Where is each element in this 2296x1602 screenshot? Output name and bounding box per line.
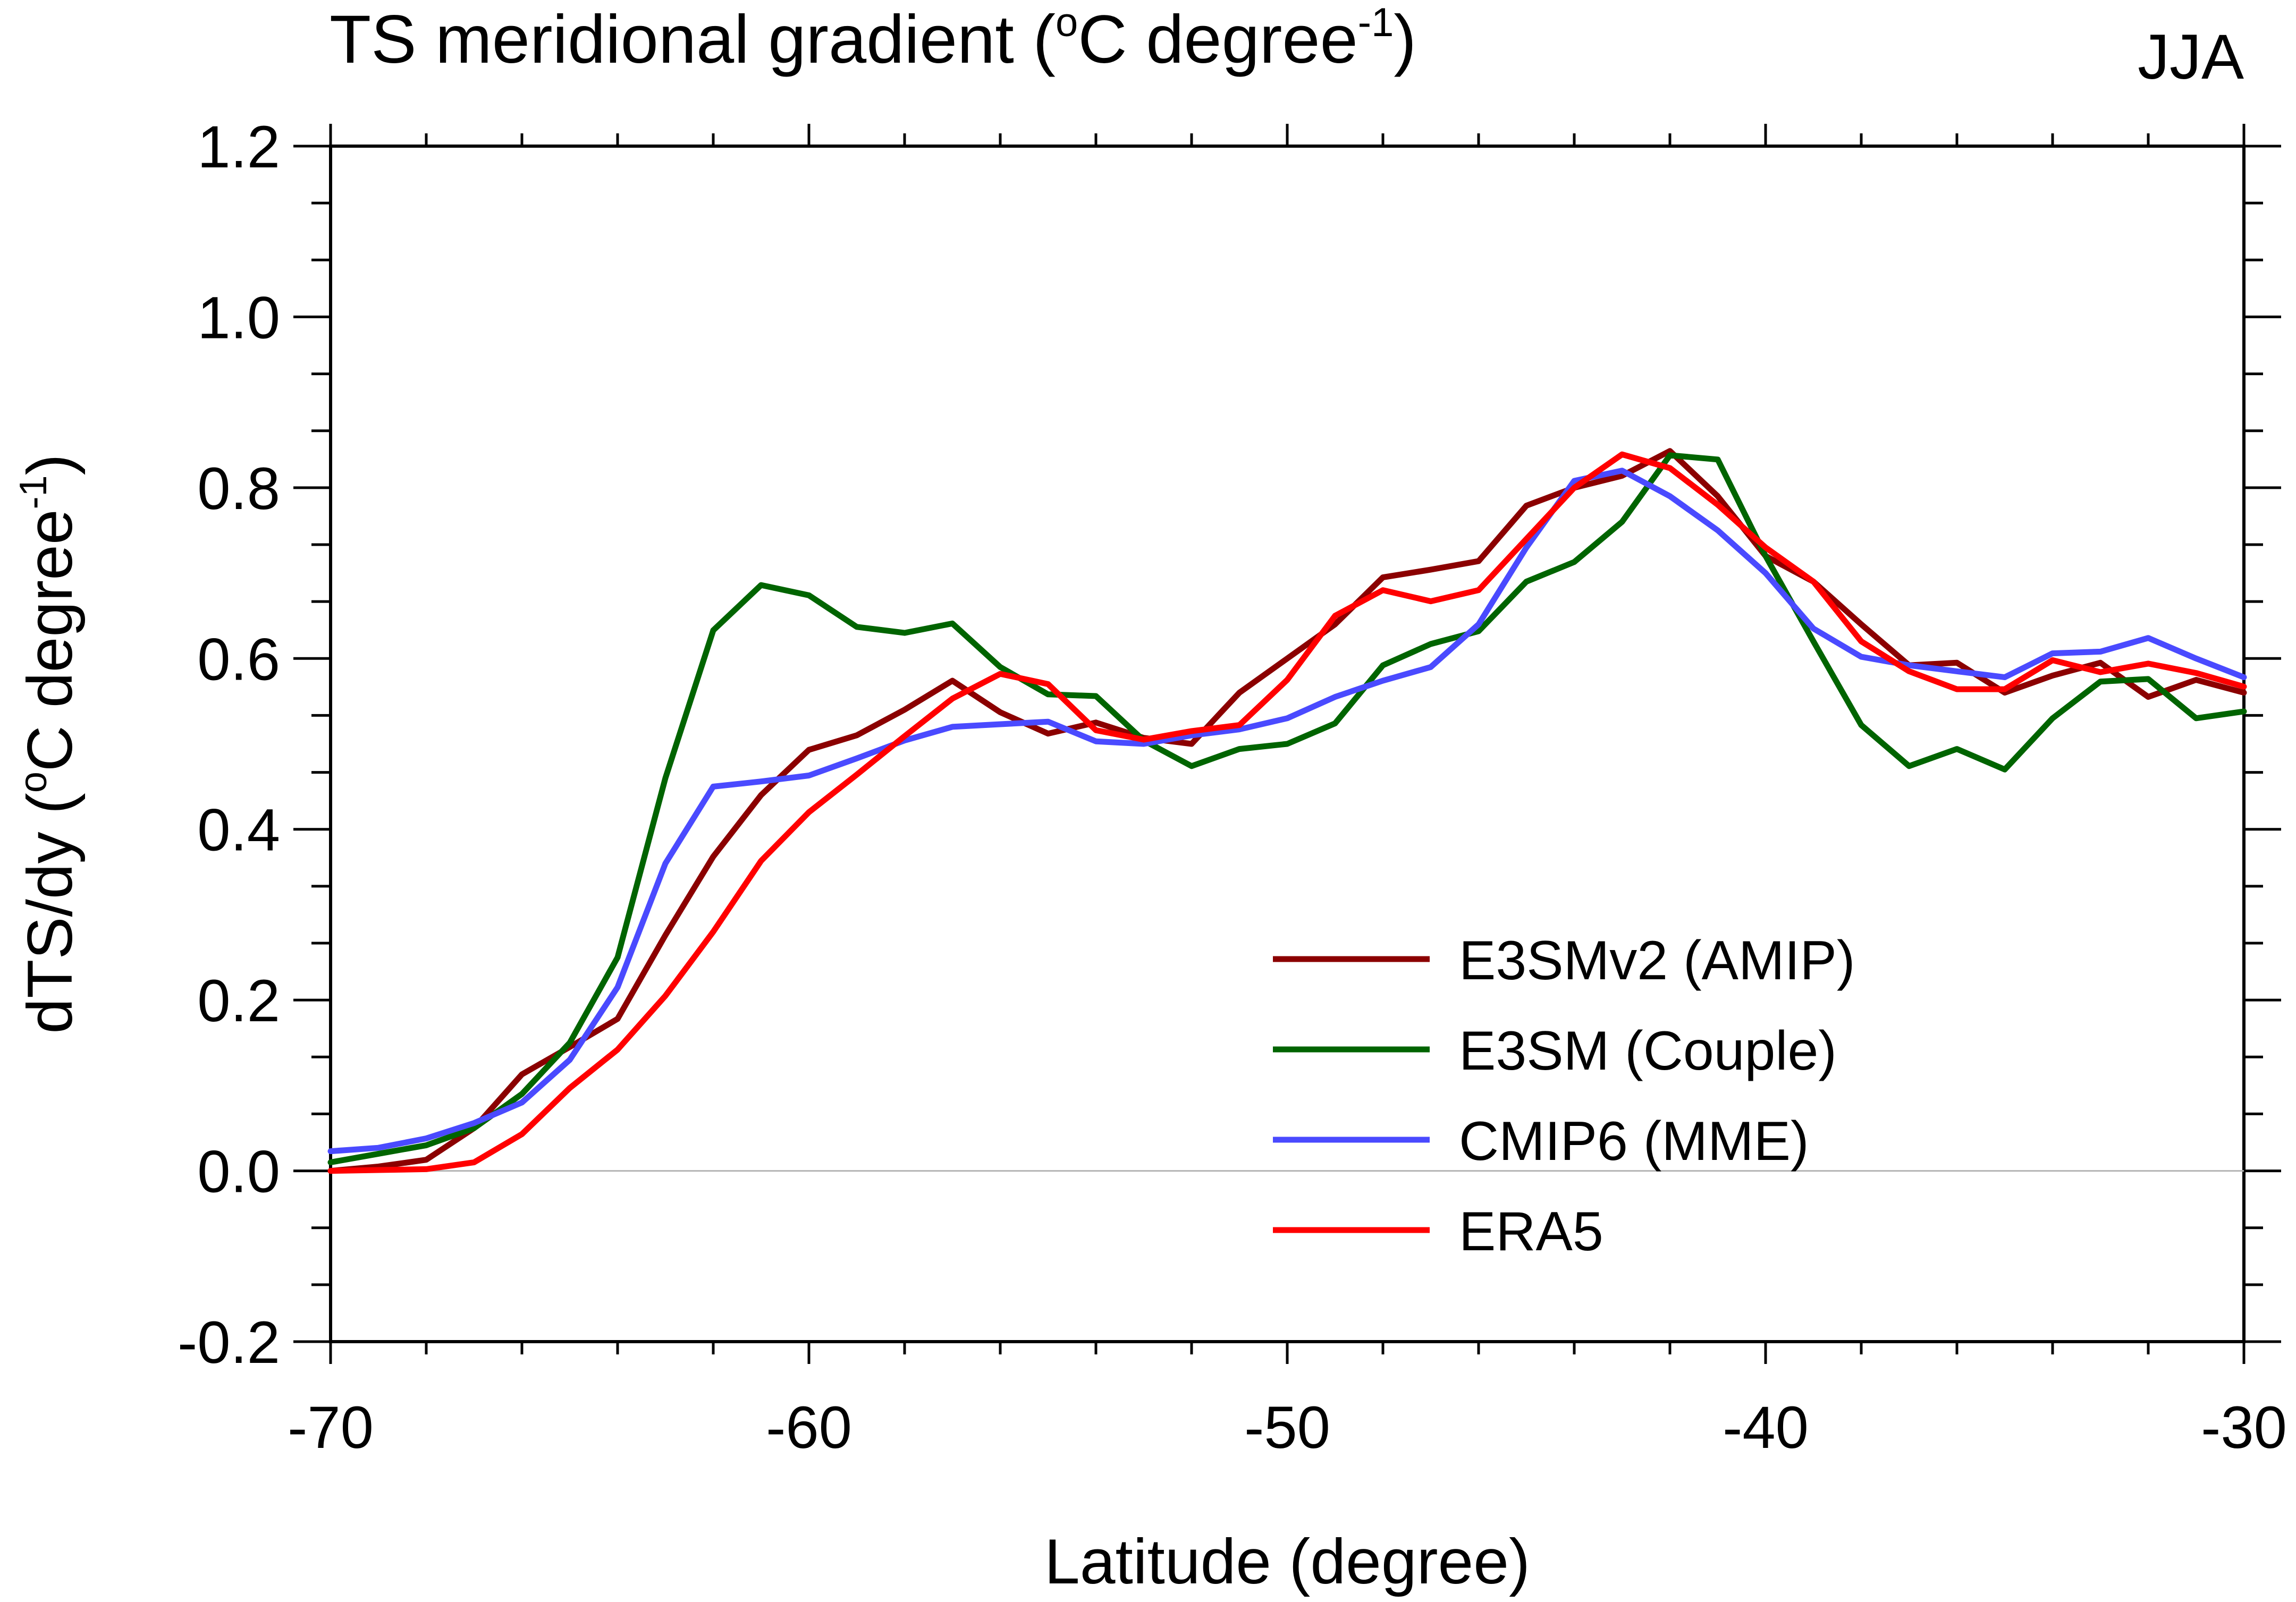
season-label: JJA <box>2138 21 2244 92</box>
y-tick-label: 0.8 <box>197 455 280 522</box>
series-line-cmip6-mme <box>327 468 2247 1155</box>
x-axis-tick-labels: -70 -60 -50 -40 -30 <box>288 1394 2287 1461</box>
legend-label: E3SM (Couple) <box>1459 1020 1837 1082</box>
x-tick-label: -70 <box>288 1394 374 1461</box>
legend-label: CMIP6 (MME) <box>1459 1111 1809 1172</box>
x-tick-label: -40 <box>1723 1394 1809 1461</box>
x-tick-label: -30 <box>2201 1394 2287 1461</box>
y-tick-label: 0.2 <box>197 968 280 1034</box>
legend: E3SMv2 (AMIP) E3SM (Couple) CMIP6 (MME) ERA… <box>1273 930 1855 1262</box>
legend-label: E3SMv2 (AMIP) <box>1459 930 1855 991</box>
y-tick-label: 0.0 <box>197 1139 280 1205</box>
y-tick-label: 1.2 <box>197 114 280 180</box>
legend-label: ERA5 <box>1459 1201 1603 1262</box>
y-axis-label: dTS/dy (oC degree-1) <box>12 454 86 1033</box>
x-tick-label: -50 <box>1244 1394 1330 1461</box>
series-lines <box>327 448 2247 1174</box>
y-tick-label: -0.2 <box>178 1309 280 1376</box>
y-tick-label: 0.4 <box>197 797 280 863</box>
x-axis-label: Latitude (degree) <box>1044 1526 1530 1597</box>
chart-title: TS meridional gradient (oC degree-1) <box>330 0 1416 78</box>
y-tick-label: 0.6 <box>197 626 280 692</box>
y-axis-tick-labels: -0.2 0.0 0.2 0.4 0.6 0.8 1.0 1.2 <box>178 114 280 1376</box>
series-line-e3sm-couple <box>327 452 2247 1165</box>
y-axis-ticks <box>293 145 2281 1343</box>
series-line-e3smv2-amip <box>327 448 2247 1174</box>
series-line-era5 <box>327 451 2247 1174</box>
y-tick-label: 1.0 <box>197 284 280 351</box>
x-axis-ticks <box>329 124 2246 1364</box>
x-tick-label: -60 <box>766 1394 852 1461</box>
